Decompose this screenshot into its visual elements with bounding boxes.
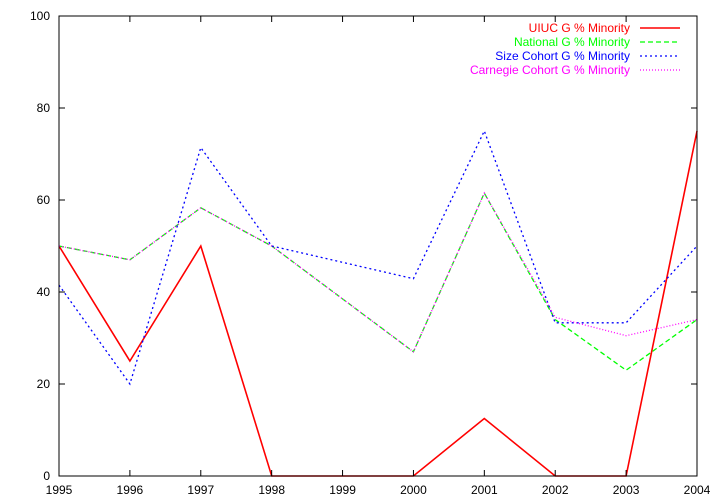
y-tick-label: 0	[43, 469, 50, 483]
x-tick-label: 2002	[542, 483, 569, 497]
y-tick-label: 20	[37, 377, 51, 391]
legend-label-3: Size Cohort G % Minority	[495, 49, 630, 63]
legend-label-2: National G % Minority	[514, 35, 630, 49]
legend-label-4: Carnegie Cohort G % Minority	[470, 63, 630, 77]
x-tick-label: 1995	[46, 483, 73, 497]
y-tick-label: 100	[30, 9, 50, 23]
series-line-2	[58, 191, 698, 371]
x-tick-label: 2001	[471, 483, 498, 497]
x-tick-label: 2004	[684, 483, 711, 497]
series-line-4	[58, 191, 698, 353]
plot-frame	[58, 15, 698, 477]
x-tick-label: 2000	[400, 483, 427, 497]
plot-area	[58, 129, 698, 477]
x-tick-label: 1996	[117, 483, 144, 497]
x-tick-label: 1997	[187, 483, 214, 497]
y-tick-label: 60	[37, 193, 51, 207]
x-tick-label: 1999	[329, 483, 356, 497]
legend-label-1: UIUC G % Minority	[529, 21, 630, 35]
series-line-3	[58, 129, 698, 386]
y-tick-label: 80	[37, 101, 51, 115]
x-tick-label: 2003	[613, 483, 640, 497]
axes: 1995 1996 1997 1998 1999 2000 2001 2002 2003 2004…	[30, 9, 711, 497]
x-tick-label: 1998	[258, 483, 285, 497]
y-tick-label: 40	[37, 285, 51, 299]
